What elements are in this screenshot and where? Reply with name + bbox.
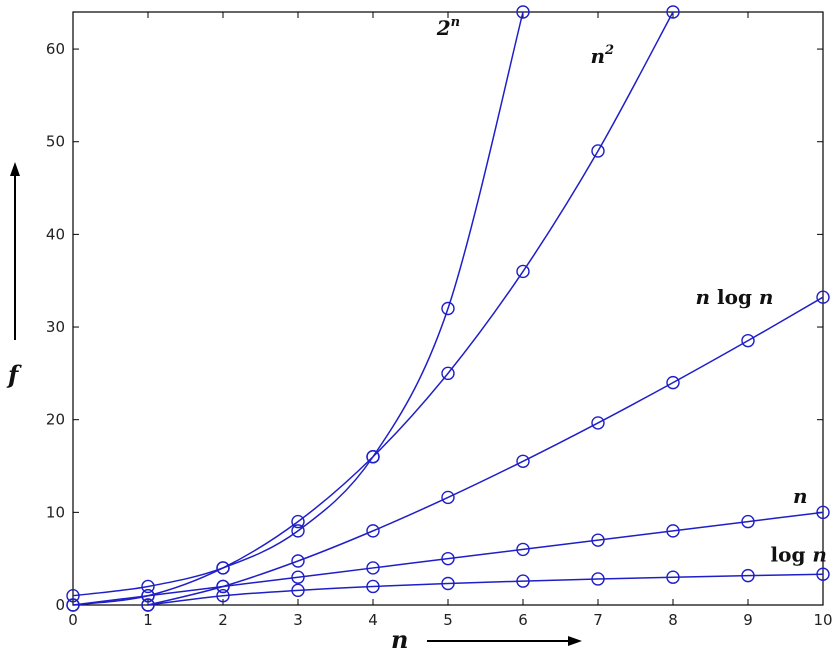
data-point-log-n (216, 589, 230, 603)
data-point-log-n (291, 583, 305, 598)
axis-ticks (72, 12, 824, 606)
y-tick-label: 60 (46, 40, 65, 58)
data-markers (66, 5, 830, 612)
series-label-main: n (793, 484, 808, 508)
axis-tick-labels: 0 1 2 3 4 5 6 7 8 9 10 0 10 20 30 40 50 60 (46, 40, 833, 629)
data-point-n-log-n (741, 333, 755, 348)
y-axis-arrowhead (10, 162, 20, 176)
data-point-n (741, 514, 755, 529)
y-tick-label: 0 (55, 596, 65, 614)
data-point-log-n (366, 579, 380, 594)
data-point-log-n (141, 598, 155, 612)
y-tick-label: 50 (46, 133, 65, 151)
data-point-n-2 (291, 514, 305, 529)
series-label-log: log (771, 542, 813, 566)
data-point-n-log-n (366, 524, 380, 538)
data-point-2-n (291, 524, 305, 538)
data-point-n (666, 524, 680, 538)
series-line-n-log-n (147, 296, 824, 606)
series-label-main: 2 (436, 16, 451, 40)
y-tick-label: 10 (46, 503, 65, 521)
data-point-n-2 (216, 561, 230, 575)
x-tick-label: 1 (143, 611, 153, 629)
series-label-log-n: log n (771, 542, 827, 566)
data-point-n-2 (441, 366, 455, 381)
x-tick-label: 3 (293, 611, 303, 629)
data-point-2-n (141, 579, 155, 594)
data-point-2-n (66, 589, 80, 603)
data-point-log-n (591, 572, 605, 586)
x-axis-label: n (391, 625, 408, 652)
series-label-main: n (591, 44, 606, 68)
data-point-n-log-n (666, 375, 680, 390)
series-label-sup: 2 (604, 43, 614, 58)
data-point-n-log-n (291, 554, 305, 568)
data-point-n (291, 570, 305, 584)
data-point-log-n (441, 576, 455, 591)
data-point-n (591, 533, 605, 547)
x-tick-label: 6 (518, 611, 528, 629)
x-tick-label: 10 (813, 611, 832, 629)
series-label-main: n (696, 285, 711, 309)
data-point-n-2 (591, 144, 605, 158)
data-point-n-2 (516, 264, 530, 279)
data-point-2-n (516, 5, 530, 19)
series-label-var: n (759, 285, 774, 309)
series-label-sup: n (451, 15, 460, 30)
data-point-log-n (666, 570, 680, 584)
series-label-2-n: 2n (436, 15, 460, 40)
data-point-n-log-n (516, 454, 530, 468)
x-tick-label: 5 (443, 611, 453, 629)
x-tick-label: 8 (668, 611, 678, 629)
data-point-n (141, 589, 155, 603)
series-label-n: n (793, 484, 808, 508)
series-label-log: log (710, 285, 759, 309)
data-point-n-log-n (591, 416, 605, 430)
data-point-n-2 (366, 450, 380, 464)
data-point-2-n (441, 301, 455, 316)
data-point-log-n (741, 568, 755, 583)
data-point-n (66, 598, 80, 612)
y-axis-label: f (6, 360, 22, 389)
data-point-n (216, 579, 230, 594)
x-tick-label: 0 (68, 611, 78, 629)
y-tick-label: 40 (46, 225, 65, 243)
series-line-log-n (147, 573, 824, 606)
x-tick-label: 4 (368, 611, 378, 629)
data-point-n-log-n (441, 490, 455, 505)
data-point-n (816, 505, 830, 520)
data-point-n (516, 542, 530, 557)
series-label-n-2: n2 (591, 43, 615, 68)
series-line-n-2 (72, 11, 674, 606)
series-label-n-log-n: n log n (696, 285, 774, 309)
series-lines (72, 11, 824, 606)
data-point-n (366, 561, 380, 575)
series-line-2-n (72, 11, 524, 597)
series-line-n (72, 511, 824, 606)
y-tick-label: 30 (46, 318, 65, 336)
data-point-n (441, 551, 455, 566)
series-label-var: n (812, 542, 827, 566)
data-point-n-log-n (816, 290, 830, 304)
data-point-log-n (516, 574, 530, 588)
x-tick-label: 9 (743, 611, 753, 629)
y-tick-label: 20 (46, 411, 65, 429)
x-axis-arrowhead (568, 636, 582, 646)
x-tick-label: 7 (593, 611, 603, 629)
data-point-n-2 (666, 5, 680, 19)
data-point-log-n (816, 567, 830, 581)
x-tick-label: 2 (218, 611, 228, 629)
